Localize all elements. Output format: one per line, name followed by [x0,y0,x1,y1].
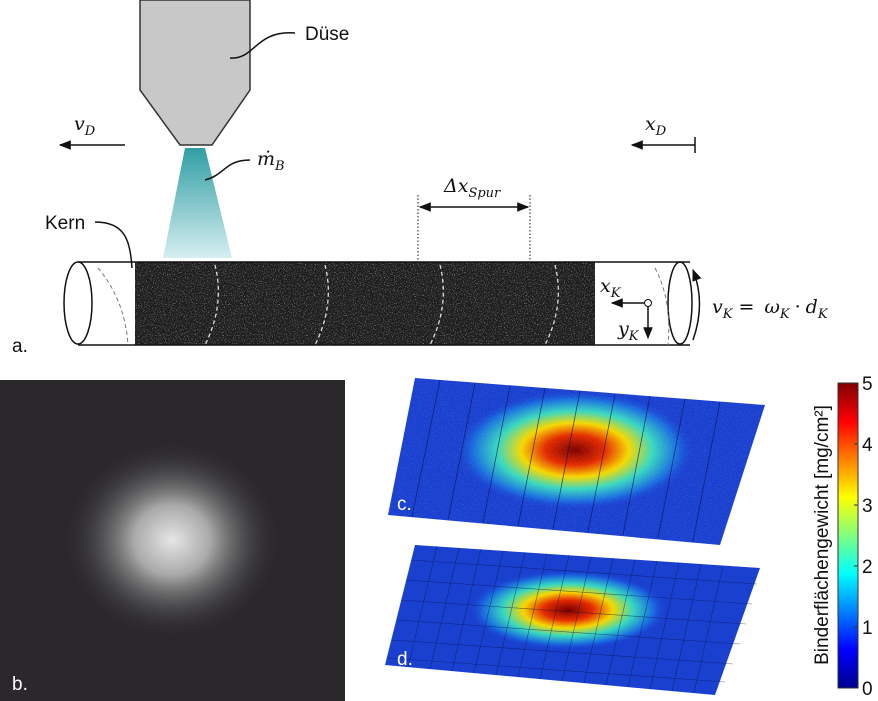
coating-texture [135,262,595,345]
symbol: ṁB [257,148,285,174]
panel-c: c. [388,378,765,545]
colorbar: Binderflächengewicht [mg/cm²] 0 1 2 3 4 5 [812,374,873,700]
symbol: xK [600,275,622,301]
dimension-lines [418,195,530,262]
equation: vK=ωK·dK [712,296,829,322]
panel-label: d. [397,649,413,670]
rotation-arrow [693,270,700,340]
leader [205,160,250,180]
panel-label: c. [397,494,412,515]
symbol: ΔxSpur [443,175,501,201]
label: Kern [45,213,85,234]
tick-label: 0 [862,679,873,700]
core-end-left [64,262,92,344]
panel-label: b. [12,674,28,695]
helix-end [655,268,669,345]
panel-b: b. [0,380,345,701]
tick-label: 5 [862,374,873,395]
panel-d: d. [385,545,760,695]
tick-label: 1 [862,618,873,639]
label: Düse [305,24,349,45]
nozzle [140,0,250,145]
origin [645,300,652,307]
panel-a: Düse Kern a. vD xD ṁB ΔxSpur xK yK vK=ωK… [12,0,829,357]
tick-label: 4 [862,435,873,456]
core-end-right [668,262,692,344]
leader [95,222,132,268]
heat-peak [468,570,668,650]
tick-label: 2 [862,557,873,578]
colorbar-scale [838,383,858,688]
helix-end [98,268,128,345]
figure: Düse Kern a. vD xD ṁB ΔxSpur xK yK vK=ωK… [0,0,878,701]
colorbar-label: Binderflächengewicht [mg/cm²] [812,405,833,665]
symbol: xD [645,113,667,139]
symbol: yK [617,318,640,344]
panel-label: a. [12,336,28,357]
spray-cone [163,148,232,258]
symbol: vD [74,113,96,139]
spray-spot [62,440,282,640]
tick-label: 3 [862,496,873,517]
